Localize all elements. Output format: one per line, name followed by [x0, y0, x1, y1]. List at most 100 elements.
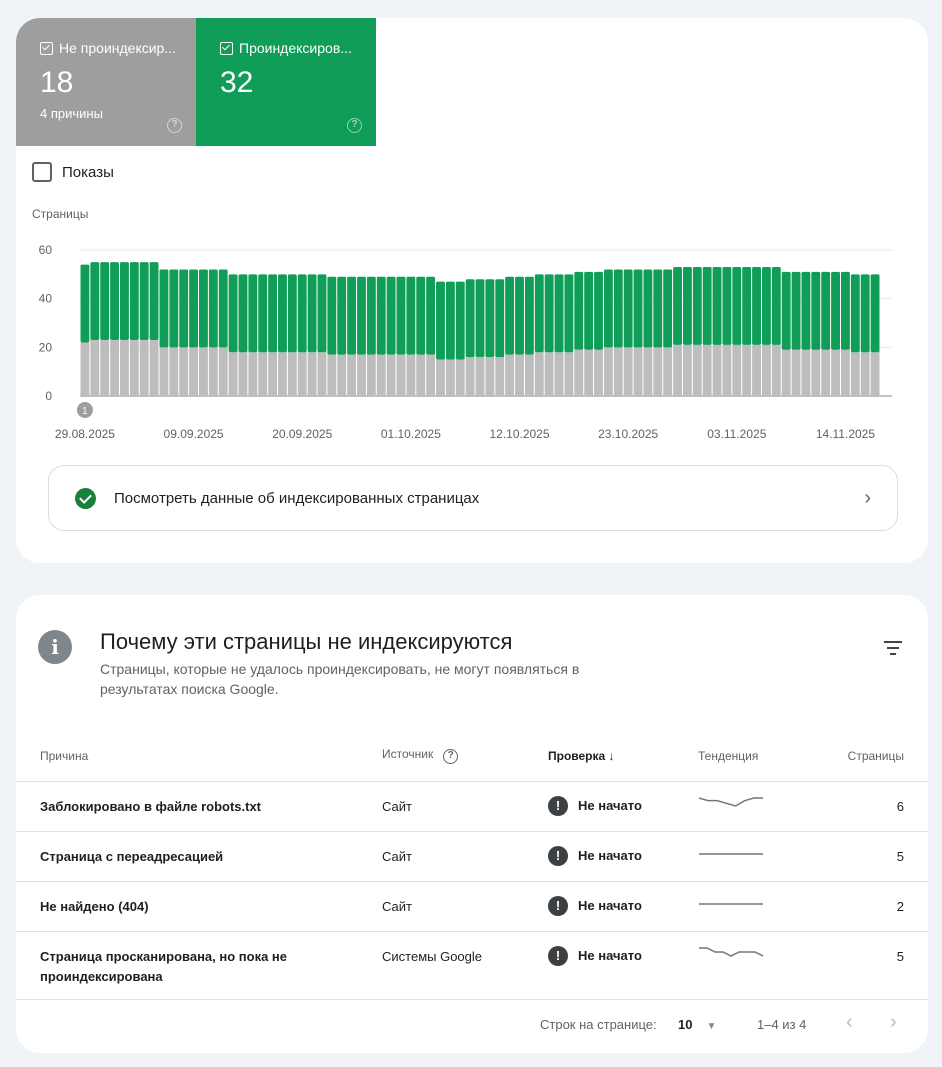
bar-not-indexed[interactable]: [742, 344, 752, 396]
bar-indexed[interactable]: [633, 269, 643, 348]
bar-indexed[interactable]: [860, 274, 870, 353]
bar-not-indexed[interactable]: [692, 344, 702, 396]
bar-indexed[interactable]: [100, 262, 110, 341]
not-indexed-tile[interactable]: Не проиндексир... 18 4 причины ?: [16, 18, 196, 146]
bar-not-indexed[interactable]: [613, 347, 623, 396]
bar-not-indexed[interactable]: [465, 357, 475, 396]
bar-not-indexed[interactable]: [515, 354, 524, 396]
bar-indexed[interactable]: [297, 274, 307, 353]
bar-not-indexed[interactable]: [416, 354, 426, 396]
bar-indexed[interactable]: [682, 267, 692, 345]
view-indexed-pages-link[interactable]: Посмотреть данные об индексированных стр…: [48, 465, 898, 531]
bar-not-indexed[interactable]: [248, 352, 258, 396]
bar-indexed[interactable]: [603, 269, 613, 348]
bar-indexed[interactable]: [821, 271, 831, 350]
bar-indexed[interactable]: [712, 267, 722, 345]
bar-indexed[interactable]: [90, 262, 100, 341]
bar-not-indexed[interactable]: [396, 354, 406, 396]
bar-not-indexed[interactable]: [366, 354, 376, 396]
bar-indexed[interactable]: [870, 274, 880, 353]
bar-not-indexed[interactable]: [831, 349, 840, 396]
bar-indexed[interactable]: [732, 267, 742, 345]
bar-not-indexed[interactable]: [159, 347, 169, 396]
bar-not-indexed[interactable]: [584, 349, 594, 396]
bar-not-indexed[interactable]: [791, 349, 801, 396]
bar-not-indexed[interactable]: [495, 357, 505, 396]
bar-indexed[interactable]: [781, 271, 791, 350]
bar-not-indexed[interactable]: [110, 340, 120, 396]
bar-indexed[interactable]: [564, 274, 574, 353]
bar-indexed[interactable]: [692, 267, 702, 345]
bar-indexed[interactable]: [436, 281, 445, 360]
bar-not-indexed[interactable]: [347, 354, 357, 396]
bar-not-indexed[interactable]: [297, 352, 307, 396]
bar-not-indexed[interactable]: [317, 352, 327, 396]
bar-indexed[interactable]: [80, 264, 90, 343]
bar-not-indexed[interactable]: [80, 342, 90, 396]
bar-not-indexed[interactable]: [268, 352, 278, 396]
bar-indexed[interactable]: [396, 276, 406, 355]
bar-indexed[interactable]: [475, 279, 485, 358]
bar-indexed[interactable]: [238, 274, 248, 353]
bar-not-indexed[interactable]: [574, 349, 584, 396]
bar-indexed[interactable]: [179, 269, 189, 348]
bar-indexed[interactable]: [623, 269, 633, 348]
checkbox-icon[interactable]: [32, 162, 52, 182]
bar-not-indexed[interactable]: [357, 354, 366, 396]
bar-not-indexed[interactable]: [682, 344, 692, 396]
filter-icon[interactable]: [884, 641, 902, 659]
bar-not-indexed[interactable]: [228, 352, 238, 396]
bar-indexed[interactable]: [287, 274, 297, 353]
bar-not-indexed[interactable]: [544, 352, 554, 396]
annotation-marker[interactable]: [76, 402, 93, 418]
col-validation[interactable]: Проверка ↓: [548, 731, 698, 782]
bar-indexed[interactable]: [129, 262, 139, 341]
bar-not-indexed[interactable]: [139, 340, 149, 396]
bar-indexed[interactable]: [337, 276, 347, 355]
bar-not-indexed[interactable]: [781, 349, 791, 396]
bar-not-indexed[interactable]: [505, 354, 515, 396]
bar-indexed[interactable]: [524, 276, 534, 355]
bar-indexed[interactable]: [208, 269, 218, 348]
bar-indexed[interactable]: [307, 274, 317, 353]
bar-indexed[interactable]: [485, 279, 495, 358]
bar-indexed[interactable]: [347, 276, 357, 355]
bar-not-indexed[interactable]: [850, 352, 860, 396]
prev-page-button[interactable]: ‹: [846, 1011, 853, 1033]
bar-not-indexed[interactable]: [406, 354, 416, 396]
bar-indexed[interactable]: [366, 276, 376, 355]
bar-indexed[interactable]: [534, 274, 544, 353]
bar-indexed[interactable]: [653, 269, 663, 348]
bar-indexed[interactable]: [752, 267, 761, 345]
bar-indexed[interactable]: [218, 269, 228, 348]
rows-per-page-select[interactable]: 10 ▼: [678, 1017, 716, 1032]
col-source[interactable]: Источник?: [382, 731, 548, 782]
bar-not-indexed[interactable]: [801, 349, 811, 396]
bar-indexed[interactable]: [801, 271, 811, 350]
bar-indexed[interactable]: [544, 274, 554, 353]
bar-not-indexed[interactable]: [120, 340, 129, 396]
bar-not-indexed[interactable]: [100, 340, 110, 396]
indexed-tile[interactable]: Проиндексиров... 32 ?: [196, 18, 376, 146]
bar-not-indexed[interactable]: [702, 344, 712, 396]
bar-not-indexed[interactable]: [603, 347, 613, 396]
bar-not-indexed[interactable]: [169, 347, 179, 396]
bar-indexed[interactable]: [722, 267, 732, 345]
bar-not-indexed[interactable]: [524, 354, 534, 396]
bar-not-indexed[interactable]: [534, 352, 544, 396]
bar-not-indexed[interactable]: [485, 357, 495, 396]
bar-indexed[interactable]: [327, 276, 337, 355]
bar-not-indexed[interactable]: [475, 357, 485, 396]
bar-not-indexed[interactable]: [712, 344, 722, 396]
bar-indexed[interactable]: [811, 271, 821, 350]
bar-indexed[interactable]: [317, 274, 327, 353]
bar-indexed[interactable]: [149, 262, 159, 341]
col-reason[interactable]: Причина: [16, 731, 382, 782]
table-row[interactable]: Страница с переадресацией Сайт ! Не начат…: [16, 831, 928, 882]
bar-indexed[interactable]: [584, 271, 594, 350]
bar-not-indexed[interactable]: [594, 349, 603, 396]
bar-not-indexed[interactable]: [633, 347, 643, 396]
checkbox-icon[interactable]: [40, 41, 53, 55]
bar-indexed[interactable]: [574, 271, 584, 350]
bar-indexed[interactable]: [831, 271, 840, 350]
